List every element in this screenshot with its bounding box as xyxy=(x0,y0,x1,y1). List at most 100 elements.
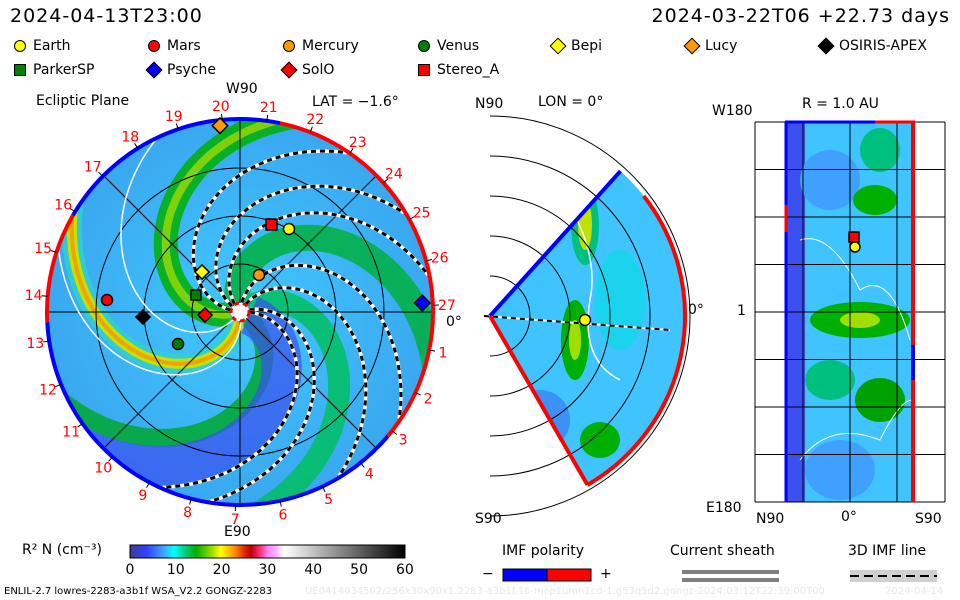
diamond-marker-icon xyxy=(280,61,298,79)
earth-marker-meridional[interactable] xyxy=(578,313,592,327)
radial-title: R = 1.0 AU xyxy=(802,96,879,112)
sun-icon xyxy=(229,301,251,323)
meridional-s90-label: S90 xyxy=(475,511,502,527)
day-label: 5 xyxy=(324,492,333,508)
parkersp-marker[interactable] xyxy=(190,289,202,301)
lucy-marker[interactable] xyxy=(211,116,229,135)
day-label: 26 xyxy=(431,250,449,266)
day-label: 24 xyxy=(385,166,403,182)
radial-1-label: 1 xyxy=(737,303,746,319)
legend-label: OSIRIS-APEX xyxy=(839,38,927,54)
legend-item: Lucy xyxy=(683,37,738,55)
day-label: 9 xyxy=(138,488,147,504)
circle-marker-icon xyxy=(148,40,160,52)
legend-label: Lucy xyxy=(705,38,738,54)
colorbar-tick-label: 50 xyxy=(350,562,368,578)
day-label: 13 xyxy=(26,336,44,352)
legend-label: Psyche xyxy=(167,62,216,78)
legend-label: Mars xyxy=(167,38,201,54)
day-label: 21 xyxy=(260,100,278,116)
day-tick xyxy=(360,462,365,468)
osiris-apex-marker[interactable] xyxy=(134,308,152,326)
legend-label: Stereo_A xyxy=(437,62,500,78)
legend-item: ParkerSP xyxy=(14,62,94,78)
psyche-marker[interactable] xyxy=(413,294,432,312)
imf-polarity-minus: − xyxy=(482,566,494,582)
current-sheath-swatch xyxy=(682,570,779,574)
meridional-lon: LON = 0° xyxy=(538,94,604,110)
meridional-0deg-label: 0° xyxy=(688,302,704,318)
radial-grid xyxy=(754,121,946,503)
legend-label: ParkerSP xyxy=(33,62,95,78)
meridional-plot xyxy=(483,115,691,517)
day-label: 4 xyxy=(365,467,374,483)
legend-label: Mercury xyxy=(302,38,359,54)
day-label: 19 xyxy=(165,109,183,125)
day-label: 14 xyxy=(25,288,43,304)
imf-polarity-negative xyxy=(502,568,548,582)
day-label: 6 xyxy=(279,507,288,523)
day-label: 12 xyxy=(39,383,57,399)
legend-item: Stereo_A xyxy=(418,62,499,78)
day-tick xyxy=(55,383,62,387)
legend-label: Venus xyxy=(437,38,480,54)
legend-item: Bepi xyxy=(549,37,602,55)
legend-label: Earth xyxy=(33,38,71,54)
square-marker-icon xyxy=(14,64,26,76)
day-tick xyxy=(383,178,389,184)
day-tick xyxy=(415,392,422,396)
day-label: 17 xyxy=(84,159,102,175)
day-tick xyxy=(349,148,354,154)
ecliptic-e90-label: E90 xyxy=(224,524,251,540)
stereo-a-marker[interactable] xyxy=(265,218,278,231)
day-tick xyxy=(134,142,139,149)
bepi-marker[interactable] xyxy=(193,263,211,281)
circle-marker-icon xyxy=(14,40,26,52)
earth-marker-radial[interactable] xyxy=(849,241,861,253)
day-label: 27 xyxy=(438,298,456,314)
mars-marker[interactable] xyxy=(100,293,114,307)
colorbar-tick-label: 20 xyxy=(212,562,231,578)
day-tick xyxy=(189,498,192,505)
imf-polarity-positive xyxy=(546,568,592,582)
colorbar-tick-label: 60 xyxy=(396,562,414,578)
day-label: 25 xyxy=(413,206,431,222)
day-tick xyxy=(322,486,326,493)
day-tick xyxy=(409,216,415,220)
circle-marker-icon xyxy=(418,40,430,52)
diamond-marker-icon xyxy=(549,37,567,55)
day-tick xyxy=(43,340,50,343)
model-start-time: 2024-03-22T06 +22.73 days xyxy=(651,5,950,27)
legend-item: SolO xyxy=(280,61,335,79)
footer-date: 2024-04-14 xyxy=(885,586,944,597)
stereo-a-marker-radial[interactable] xyxy=(848,231,860,243)
polarity-rim-positive xyxy=(45,121,435,438)
day-label: 3 xyxy=(399,432,408,448)
day-tick xyxy=(429,349,436,352)
day-tick xyxy=(221,113,223,120)
solo-marker[interactable] xyxy=(196,306,214,324)
radial-e180-label: E180 xyxy=(706,500,742,516)
day-tick xyxy=(391,430,398,435)
colorbar-label: R² N (cm⁻³) xyxy=(22,542,102,558)
mercury-marker[interactable] xyxy=(252,268,266,282)
day-label: 23 xyxy=(349,135,367,151)
footer-model-info: ENLIL-2.7 lowres-2283-a3b1f WSA_V2.2 GON… xyxy=(4,586,273,597)
current-sheath-title: Current sheath xyxy=(670,543,775,559)
day-tick xyxy=(69,208,76,213)
meridional-radial-arcs xyxy=(489,115,691,517)
radial-plot xyxy=(754,120,946,503)
legend-item: OSIRIS-APEX xyxy=(817,37,927,55)
day-tick xyxy=(266,114,269,121)
ecliptic-title: Ecliptic Plane xyxy=(36,93,130,109)
earth-marker[interactable] xyxy=(282,222,296,236)
day-tick xyxy=(146,482,150,488)
day-label: 1 xyxy=(438,346,447,362)
legend-item: Mercury xyxy=(283,38,359,54)
diamond-marker-icon xyxy=(817,37,835,55)
legend-label: SolO xyxy=(302,62,335,78)
venus-marker[interactable] xyxy=(171,337,185,351)
